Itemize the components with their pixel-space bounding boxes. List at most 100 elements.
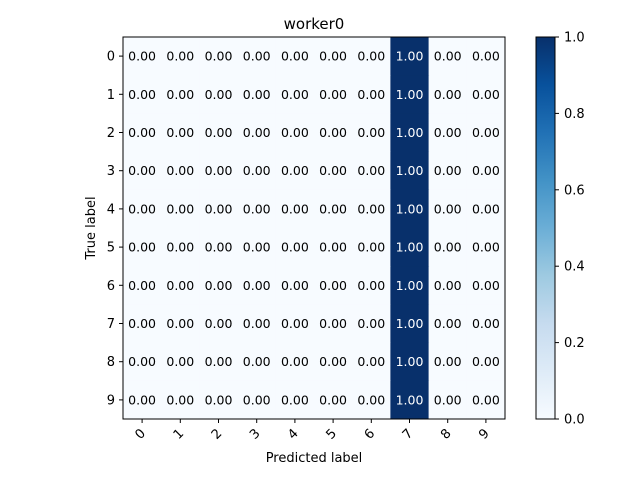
cell-value-label: 0.00 — [243, 278, 271, 293]
cell-value-label: 0.00 — [472, 278, 500, 293]
heatmap-cell — [390, 380, 430, 420]
cell-value-label: 0.00 — [243, 87, 271, 102]
y-tick-label: 8 — [107, 355, 115, 370]
colorbar-tick-label: 0.2 — [564, 336, 585, 351]
y-tick-label: 7 — [107, 317, 115, 332]
cell-value-label: 0.00 — [319, 163, 347, 178]
cell-value-label: 0.00 — [205, 125, 233, 140]
heatmap-cell — [237, 113, 277, 153]
heatmap-cell — [275, 304, 315, 344]
heatmap-cell — [390, 37, 430, 76]
cell-value-label: 0.00 — [472, 240, 500, 255]
cell-value-label: 0.00 — [166, 49, 194, 64]
heatmap-cell — [390, 228, 430, 267]
cell-value-label: 0.00 — [434, 392, 462, 407]
y-tick-label: 4 — [107, 202, 115, 217]
heatmap-cell — [352, 75, 391, 114]
y-tick-label: 6 — [107, 279, 115, 294]
cell-value-label: 0.00 — [357, 316, 385, 331]
cell-value-label: 0.00 — [434, 240, 462, 255]
cell-value-label: 0.00 — [319, 278, 347, 293]
cell-value-label: 1.00 — [396, 316, 424, 331]
cell-value-label: 1.00 — [396, 49, 424, 64]
heatmap-cell — [390, 304, 430, 344]
cell-value-label: 0.00 — [128, 240, 156, 255]
cell-value-label: 0.00 — [243, 125, 271, 140]
cell-value-label: 0.00 — [357, 163, 385, 178]
heatmap-cell — [390, 75, 430, 114]
x-tick-label: 0 — [132, 426, 148, 442]
cell-value-label: 0.00 — [434, 278, 462, 293]
heatmap-cell — [123, 342, 162, 382]
heatmap-cell — [199, 151, 239, 191]
y-tick-label: 1 — [107, 88, 115, 103]
cell-value-label: 1.00 — [396, 125, 424, 140]
heatmap-cell — [352, 380, 391, 420]
heatmap-cell — [314, 189, 353, 229]
heatmap-cell — [161, 266, 200, 305]
cell-value-label: 0.00 — [128, 163, 156, 178]
cell-value-label: 0.00 — [434, 49, 462, 64]
cell-value-label: 0.00 — [205, 87, 233, 102]
cell-value-label: 0.00 — [128, 201, 156, 216]
heatmap-cell — [123, 228, 162, 267]
cell-value-label: 0.00 — [357, 240, 385, 255]
heatmap-cell — [275, 266, 315, 305]
heatmap-cell — [466, 228, 506, 267]
heatmap-cell — [352, 37, 391, 76]
colorbar: 0.0 0.2 0.4 0.6 0.8 1.0 — [535, 31, 585, 428]
heatmap-cell — [314, 37, 353, 76]
cell-value-label: 0.00 — [472, 125, 500, 140]
heatmap-cell — [314, 380, 353, 420]
cell-value-label: 0.00 — [357, 201, 385, 216]
cell-value-label: 1.00 — [396, 354, 424, 369]
colorbar-tick-label: 1.0 — [564, 31, 585, 46]
cell-value-label: 0.00 — [472, 392, 500, 407]
cell-value-label: 0.00 — [357, 354, 385, 369]
heatmap-cell — [428, 151, 468, 191]
x-tick-label: 5 — [323, 426, 339, 442]
cell-value-label: 0.00 — [281, 392, 309, 407]
cell-value-label: 0.00 — [205, 49, 233, 64]
x-tick-label: 9 — [476, 426, 492, 442]
heatmap-cell — [275, 37, 315, 76]
y-axis: 0 1 2 3 4 5 6 7 8 9 — [107, 50, 123, 408]
cell-value-label: 0.00 — [319, 240, 347, 255]
heatmap-cell — [466, 113, 506, 153]
cell-value-label: 0.00 — [281, 201, 309, 216]
heatmap-cell — [123, 151, 162, 191]
heatmap-cell — [237, 151, 277, 191]
cell-value-label: 0.00 — [243, 392, 271, 407]
cell-value-label: 0.00 — [243, 201, 271, 216]
heatmap-cell — [352, 304, 391, 344]
heatmap-cell — [352, 228, 391, 267]
heatmap-cell — [161, 304, 200, 344]
heatmap-cell — [161, 37, 200, 76]
colorbar-gradient — [535, 36, 556, 420]
cell-value-label: 0.00 — [434, 163, 462, 178]
cell-value-label: 0.00 — [319, 87, 347, 102]
heatmap-cell — [466, 266, 506, 305]
cell-value-label: 0.00 — [128, 87, 156, 102]
cell-value-label: 0.00 — [319, 125, 347, 140]
heatmap-cell — [237, 189, 277, 229]
cell-value-label: 0.00 — [281, 354, 309, 369]
colorbar-tick-label: 0.8 — [564, 107, 585, 122]
cell-value-label: 0.00 — [472, 49, 500, 64]
chart-title: worker0 — [284, 15, 345, 33]
cell-value-label: 0.00 — [205, 278, 233, 293]
heatmap-cell — [161, 342, 200, 382]
y-tick-label: 3 — [107, 164, 115, 179]
cell-value-label: 0.00 — [128, 125, 156, 140]
heatmap-cell — [161, 380, 200, 420]
heatmap-cell — [466, 37, 506, 76]
cell-value-label: 0.00 — [319, 316, 347, 331]
cell-value-label: 0.00 — [205, 163, 233, 178]
heatmap-cell — [466, 380, 506, 420]
heatmap-cell — [161, 228, 200, 267]
cell-value-label: 0.00 — [434, 125, 462, 140]
cell-value-label: 0.00 — [166, 240, 194, 255]
cell-value-label: 0.00 — [243, 163, 271, 178]
cell-value-label: 0.00 — [128, 278, 156, 293]
